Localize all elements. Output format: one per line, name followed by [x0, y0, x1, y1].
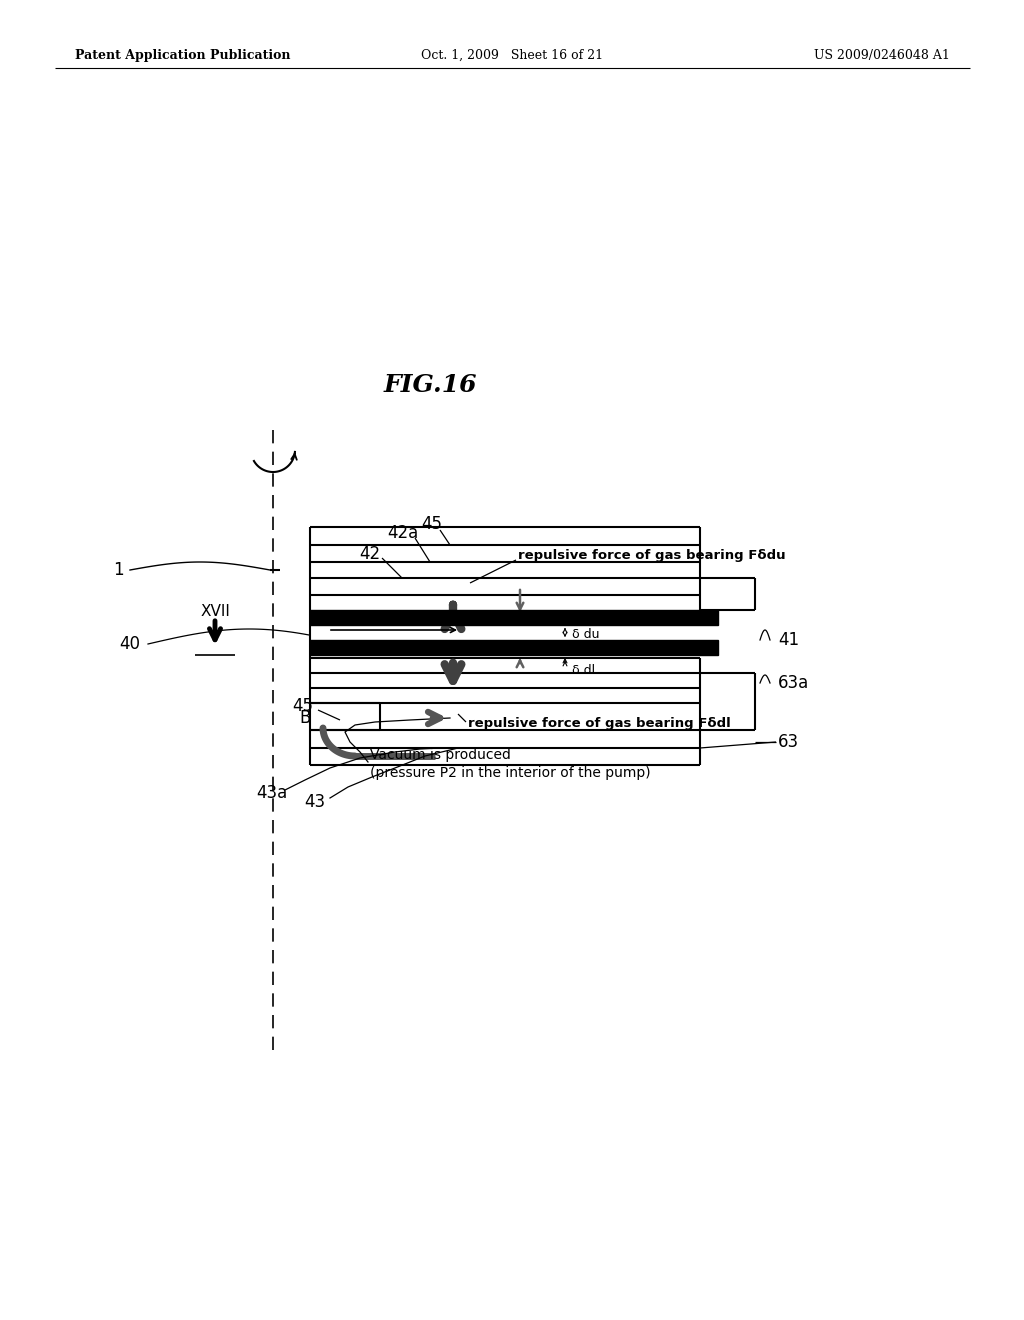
Text: (pressure P2 in the interior of the pump): (pressure P2 in the interior of the pump…: [370, 766, 650, 780]
Text: FIG.16: FIG.16: [383, 374, 477, 397]
Text: 45: 45: [422, 515, 442, 533]
Text: 45: 45: [293, 697, 313, 715]
Text: US 2009/0246048 A1: US 2009/0246048 A1: [814, 49, 950, 62]
Text: 63a: 63a: [778, 675, 809, 692]
Text: repulsive force of gas bearing Fδdu: repulsive force of gas bearing Fδdu: [518, 549, 785, 562]
Text: 43: 43: [304, 793, 326, 810]
Text: δ dl: δ dl: [572, 664, 595, 676]
Text: 43a: 43a: [256, 784, 288, 803]
Text: Oct. 1, 2009   Sheet 16 of 21: Oct. 1, 2009 Sheet 16 of 21: [421, 49, 603, 62]
Text: 40: 40: [120, 635, 140, 653]
Text: B: B: [299, 709, 310, 727]
Text: repulsive force of gas bearing Fδdl: repulsive force of gas bearing Fδdl: [468, 718, 731, 730]
Text: Vacuum is produced: Vacuum is produced: [370, 748, 511, 762]
Text: δ du: δ du: [572, 628, 599, 642]
Text: XVII: XVII: [200, 605, 230, 619]
Text: 42a: 42a: [387, 524, 419, 543]
Text: 1: 1: [113, 561, 123, 579]
Text: Patent Application Publication: Patent Application Publication: [75, 49, 291, 62]
Text: 41: 41: [778, 631, 799, 649]
Bar: [310, 610, 718, 624]
Bar: [310, 640, 718, 655]
Text: 42: 42: [359, 545, 381, 564]
Text: 63: 63: [778, 733, 799, 751]
